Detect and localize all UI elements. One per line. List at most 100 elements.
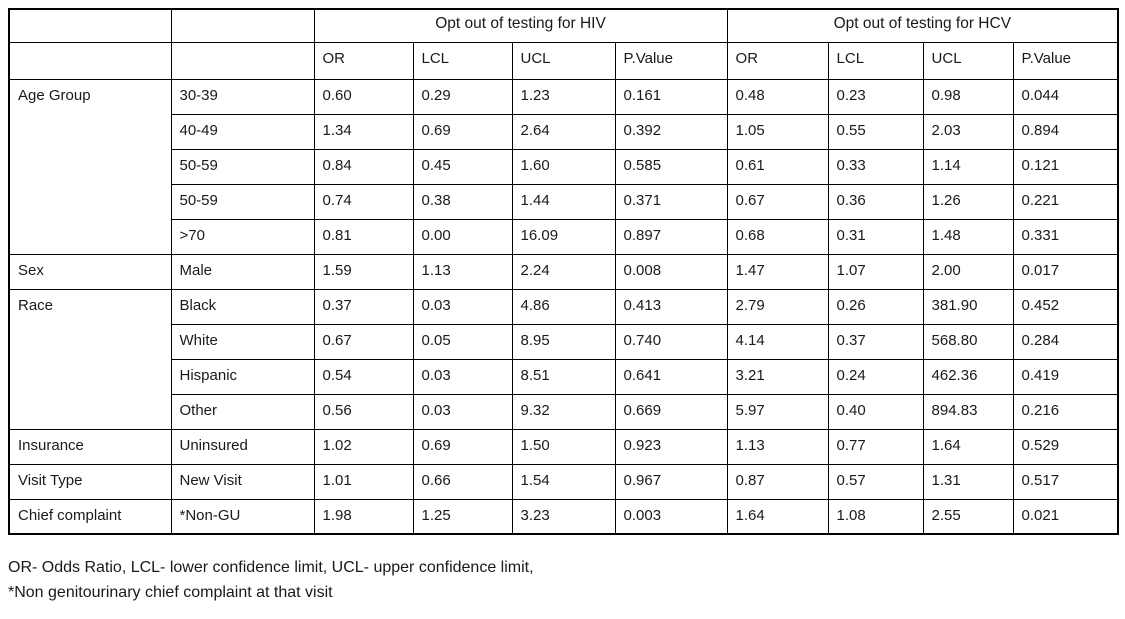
value-cell: 0.008	[614, 253, 728, 290]
value-cell: 8.51	[511, 358, 616, 395]
value-cell: 1.60	[511, 148, 616, 185]
table-row: 50-59 0.74 0.38 1.44 0.371 0.67 0.36 1.2…	[9, 183, 1119, 220]
value-cell: 0.37	[827, 323, 924, 360]
value-cell: 1.47	[726, 253, 829, 290]
category-cell: *Non-GU	[170, 498, 315, 535]
value-cell: 2.64	[511, 113, 616, 150]
value-cell: 0.26	[827, 288, 924, 325]
value-cell: 0.021	[1012, 498, 1119, 535]
empty-header-cell	[8, 8, 172, 43]
value-cell: 0.69	[412, 428, 513, 465]
value-cell: 0.67	[726, 183, 829, 220]
value-cell: 1.59	[313, 253, 414, 290]
value-cell: 0.60	[313, 78, 414, 115]
group-cell-race: Race	[8, 288, 172, 430]
table-row: White 0.67 0.05 8.95 0.740 4.14 0.37 568…	[9, 323, 1119, 360]
value-cell: 0.54	[313, 358, 414, 395]
value-cell: 0.517	[1012, 463, 1119, 500]
column-header-hiv-pvalue: P.Value	[614, 41, 728, 80]
category-cell: 50-59	[170, 183, 315, 220]
value-cell: 1.34	[313, 113, 414, 150]
value-cell: 2.79	[726, 288, 829, 325]
value-cell: 0.419	[1012, 358, 1119, 395]
table-group-header-row: Opt out of testing for HIV Opt out of te…	[8, 8, 1119, 43]
value-cell: 0.641	[614, 358, 728, 395]
value-cell: 1.08	[827, 498, 924, 535]
value-cell: 1.05	[726, 113, 829, 150]
value-cell: 1.54	[511, 463, 616, 500]
category-cell: 30-39	[170, 78, 315, 115]
category-cell: Black	[170, 288, 315, 325]
empty-header-cell	[170, 8, 315, 43]
value-cell: 1.25	[412, 498, 513, 535]
value-cell: 0.61	[726, 148, 829, 185]
value-cell: 0.38	[412, 183, 513, 220]
value-cell: 0.40	[827, 393, 924, 430]
hiv-group-header: Opt out of testing for HIV	[313, 8, 728, 43]
value-cell: 4.14	[726, 323, 829, 360]
value-cell: 4.86	[511, 288, 616, 325]
value-cell: 0.121	[1012, 148, 1119, 185]
value-cell: 1.98	[313, 498, 414, 535]
value-cell: 9.32	[511, 393, 616, 430]
value-cell: 0.669	[614, 393, 728, 430]
category-cell: Male	[170, 253, 315, 290]
value-cell: 1.50	[511, 428, 616, 465]
value-cell: 0.044	[1012, 78, 1119, 115]
value-cell: 0.894	[1012, 113, 1119, 150]
table-row: Hispanic 0.54 0.03 8.51 0.641 3.21 0.24 …	[9, 358, 1119, 395]
value-cell: 894.83	[922, 393, 1014, 430]
value-cell: 0.284	[1012, 323, 1119, 360]
category-cell: New Visit	[170, 463, 315, 500]
footnotes: OR- Odds Ratio, LCL- lower confidence li…	[8, 555, 534, 605]
table-row: 40-49 1.34 0.69 2.64 0.392 1.05 0.55 2.0…	[9, 113, 1119, 150]
value-cell: 1.01	[313, 463, 414, 500]
value-cell: 0.66	[412, 463, 513, 500]
value-cell: 0.03	[412, 288, 513, 325]
value-cell: 1.14	[922, 148, 1014, 185]
value-cell: 0.24	[827, 358, 924, 395]
value-cell: 1.31	[922, 463, 1014, 500]
value-cell: 2.55	[922, 498, 1014, 535]
value-cell: 0.69	[412, 113, 513, 150]
value-cell: 0.967	[614, 463, 728, 500]
value-cell: 0.74	[313, 183, 414, 220]
value-cell: 568.80	[922, 323, 1014, 360]
hcv-group-header: Opt out of testing for HCV	[726, 8, 1119, 43]
value-cell: 1.07	[827, 253, 924, 290]
category-cell: 40-49	[170, 113, 315, 150]
value-cell: 0.740	[614, 323, 728, 360]
empty-header-cell	[170, 41, 315, 80]
table-row: Other 0.56 0.03 9.32 0.669 5.97 0.40 894…	[9, 393, 1119, 430]
value-cell: 0.68	[726, 218, 829, 255]
value-cell: 0.03	[412, 358, 513, 395]
value-cell: 462.36	[922, 358, 1014, 395]
category-cell: Other	[170, 393, 315, 430]
footnote-abbreviations: OR- Odds Ratio, LCL- lower confidence li…	[8, 559, 534, 576]
value-cell: 5.97	[726, 393, 829, 430]
value-cell: 1.64	[726, 498, 829, 535]
value-cell: 0.392	[614, 113, 728, 150]
footnote-non-gu: *Non genitourinary chief complaint at th…	[8, 584, 333, 601]
value-cell: 0.67	[313, 323, 414, 360]
value-cell: 0.585	[614, 148, 728, 185]
table-column-header-row: OR LCL UCL P.Value OR LCL UCL P.Value	[8, 41, 1119, 80]
group-cell-age-group: Age Group	[8, 78, 172, 255]
value-cell: 0.87	[726, 463, 829, 500]
category-cell: 50-59	[170, 148, 315, 185]
group-cell-chief-complaint: Chief complaint	[8, 498, 172, 535]
value-cell: 0.37	[313, 288, 414, 325]
column-header-hiv-or: OR	[313, 41, 414, 80]
value-cell: 0.923	[614, 428, 728, 465]
value-cell: 1.64	[922, 428, 1014, 465]
value-cell: 8.95	[511, 323, 616, 360]
value-cell: 0.161	[614, 78, 728, 115]
category-cell: >70	[170, 218, 315, 255]
value-cell: 0.529	[1012, 428, 1119, 465]
value-cell: 0.36	[827, 183, 924, 220]
value-cell: 3.23	[511, 498, 616, 535]
value-cell: 0.00	[412, 218, 513, 255]
column-header-hiv-ucl: UCL	[511, 41, 616, 80]
table-row: Sex Male 1.59 1.13 2.24 0.008 1.47 1.07 …	[8, 253, 1119, 290]
